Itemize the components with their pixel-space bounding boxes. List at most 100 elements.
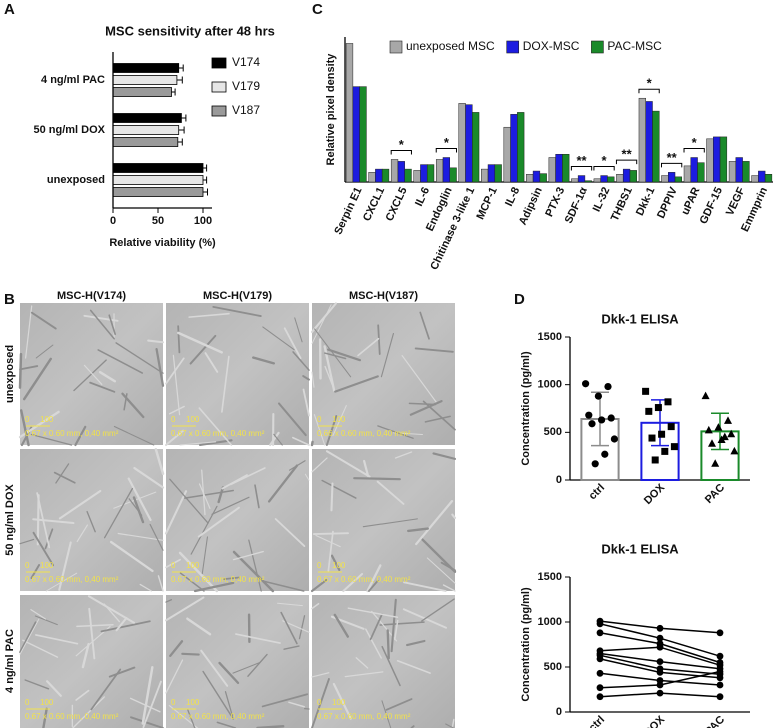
cell bbox=[22, 639, 59, 658]
bar bbox=[683, 165, 692, 183]
cell bbox=[32, 518, 75, 524]
point bbox=[656, 669, 664, 676]
panel-letter: B bbox=[4, 291, 15, 308]
bar bbox=[435, 159, 444, 183]
cell bbox=[330, 482, 334, 512]
x-tick-label: IL-8 bbox=[503, 185, 522, 208]
bar bbox=[472, 112, 480, 183]
scale-max: 100 bbox=[332, 415, 346, 424]
cell bbox=[332, 405, 347, 437]
bar bbox=[674, 176, 683, 183]
cell bbox=[211, 496, 250, 515]
cell bbox=[198, 407, 233, 446]
cell bbox=[390, 598, 397, 653]
bar bbox=[600, 175, 608, 183]
y-tick-label: 1500 bbox=[538, 571, 562, 583]
cell bbox=[232, 661, 261, 674]
point bbox=[727, 429, 736, 438]
cell bbox=[385, 698, 413, 711]
cell bbox=[198, 483, 211, 510]
scale-min: 0 bbox=[317, 415, 322, 424]
x-tick-label: IL-6 bbox=[413, 185, 432, 208]
point bbox=[670, 443, 678, 451]
legend-label: DOX-MSC bbox=[523, 39, 580, 53]
cell bbox=[376, 480, 405, 505]
point bbox=[604, 382, 612, 391]
chart-title: Dkk-1 ELISA bbox=[601, 541, 679, 556]
cell bbox=[421, 598, 455, 622]
cell bbox=[36, 494, 40, 546]
cell bbox=[202, 670, 234, 720]
panel-letter: C bbox=[312, 1, 323, 18]
scale-max: 100 bbox=[40, 698, 54, 707]
bar bbox=[458, 103, 466, 183]
cell bbox=[310, 440, 314, 447]
cell bbox=[20, 409, 30, 447]
significance-label: * bbox=[602, 153, 608, 168]
row-label: 4 ng/ml PAC bbox=[4, 629, 16, 693]
micrograph bbox=[20, 595, 163, 728]
cell bbox=[216, 721, 237, 728]
cell bbox=[45, 680, 62, 697]
point bbox=[656, 634, 664, 642]
point bbox=[585, 411, 593, 419]
x-tick-label: DOX bbox=[642, 481, 668, 507]
cell bbox=[98, 370, 117, 383]
bar bbox=[593, 178, 601, 183]
cell bbox=[19, 618, 40, 655]
point bbox=[656, 689, 664, 697]
cell bbox=[76, 623, 114, 628]
x-tick-label: 0 bbox=[110, 215, 116, 227]
cell bbox=[262, 326, 295, 351]
y-tick-label: 1500 bbox=[538, 331, 562, 343]
cell bbox=[394, 451, 413, 459]
bar bbox=[706, 138, 714, 183]
cell bbox=[261, 693, 309, 708]
significance-bracket bbox=[638, 88, 660, 94]
cell bbox=[396, 659, 431, 674]
scale-max: 100 bbox=[332, 698, 346, 707]
cell bbox=[381, 645, 401, 687]
bar bbox=[390, 159, 399, 183]
scale-min: 0 bbox=[171, 698, 176, 707]
x-tick-label: MCP-1 bbox=[474, 185, 499, 221]
cell bbox=[310, 578, 328, 593]
scale-min: 0 bbox=[171, 415, 176, 424]
row-label: unexposed bbox=[4, 345, 16, 403]
cell bbox=[187, 709, 196, 728]
bar bbox=[465, 104, 473, 183]
cell bbox=[19, 538, 35, 545]
bar bbox=[719, 136, 728, 183]
cell bbox=[311, 304, 332, 344]
scale-area: 0.67 x 0.60 mm, 0,40 mm² bbox=[25, 712, 119, 721]
bar bbox=[645, 101, 653, 183]
cell bbox=[164, 429, 185, 447]
cell bbox=[168, 405, 185, 415]
cell bbox=[24, 305, 33, 359]
x-tick-label: ctrl bbox=[587, 714, 608, 728]
bar bbox=[413, 170, 421, 183]
cell bbox=[344, 671, 384, 678]
bar bbox=[494, 164, 502, 183]
cell bbox=[132, 496, 145, 524]
cell bbox=[379, 621, 425, 626]
error-bar bbox=[177, 138, 183, 146]
bar bbox=[690, 157, 698, 183]
cell bbox=[165, 659, 184, 694]
cell bbox=[100, 620, 151, 633]
chart-title: MSC sensitivity after 48 hrs bbox=[105, 23, 275, 38]
cell bbox=[164, 490, 188, 535]
cell bbox=[34, 615, 58, 626]
x-tick-label: PAC bbox=[703, 714, 727, 728]
cell bbox=[283, 645, 300, 650]
cell bbox=[298, 615, 306, 640]
cell bbox=[401, 355, 437, 403]
error-bar bbox=[203, 176, 208, 184]
cell bbox=[304, 473, 310, 481]
bar bbox=[112, 163, 204, 173]
cell bbox=[30, 608, 47, 620]
point bbox=[716, 629, 724, 637]
column-label: MSC-H(V179) bbox=[203, 290, 272, 302]
legend-swatch bbox=[211, 81, 227, 93]
cell bbox=[157, 575, 164, 592]
